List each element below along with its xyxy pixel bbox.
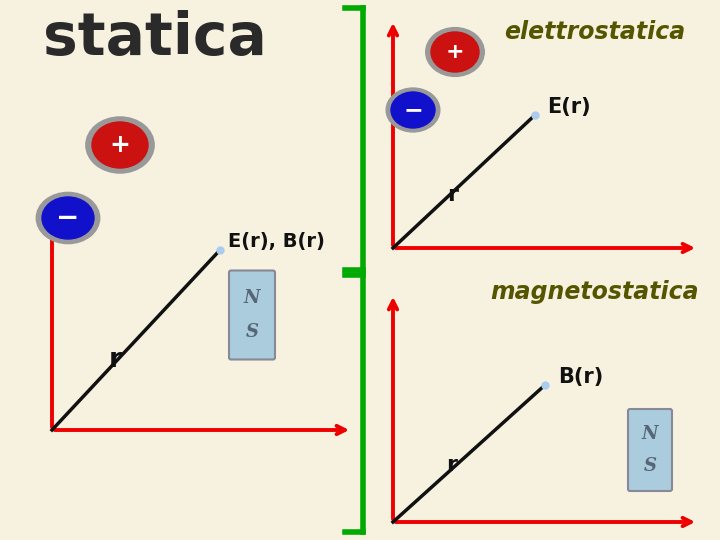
Ellipse shape — [431, 32, 479, 72]
Ellipse shape — [86, 117, 154, 173]
Text: B(r): B(r) — [558, 367, 603, 387]
Text: +: + — [109, 133, 130, 157]
Text: elettrostatica: elettrostatica — [505, 20, 685, 44]
Text: S: S — [644, 457, 657, 475]
Text: +: + — [446, 42, 464, 62]
Ellipse shape — [426, 28, 485, 76]
FancyBboxPatch shape — [229, 271, 275, 360]
Text: E(r): E(r) — [547, 97, 590, 117]
Text: r: r — [446, 455, 457, 475]
FancyBboxPatch shape — [628, 409, 672, 491]
Text: statica: statica — [43, 10, 267, 66]
Text: r: r — [448, 185, 459, 205]
Text: S: S — [246, 323, 258, 341]
Ellipse shape — [92, 122, 148, 168]
Ellipse shape — [386, 88, 440, 132]
Text: −: − — [56, 204, 80, 232]
Text: N: N — [244, 289, 260, 307]
Text: E(r), B(r): E(r), B(r) — [228, 233, 325, 252]
Text: −: − — [403, 98, 423, 122]
Text: N: N — [642, 426, 658, 443]
Text: magnetostatica: magnetostatica — [491, 280, 699, 304]
Text: r: r — [109, 347, 122, 373]
Ellipse shape — [36, 192, 99, 244]
Ellipse shape — [391, 92, 435, 128]
Ellipse shape — [42, 197, 94, 239]
